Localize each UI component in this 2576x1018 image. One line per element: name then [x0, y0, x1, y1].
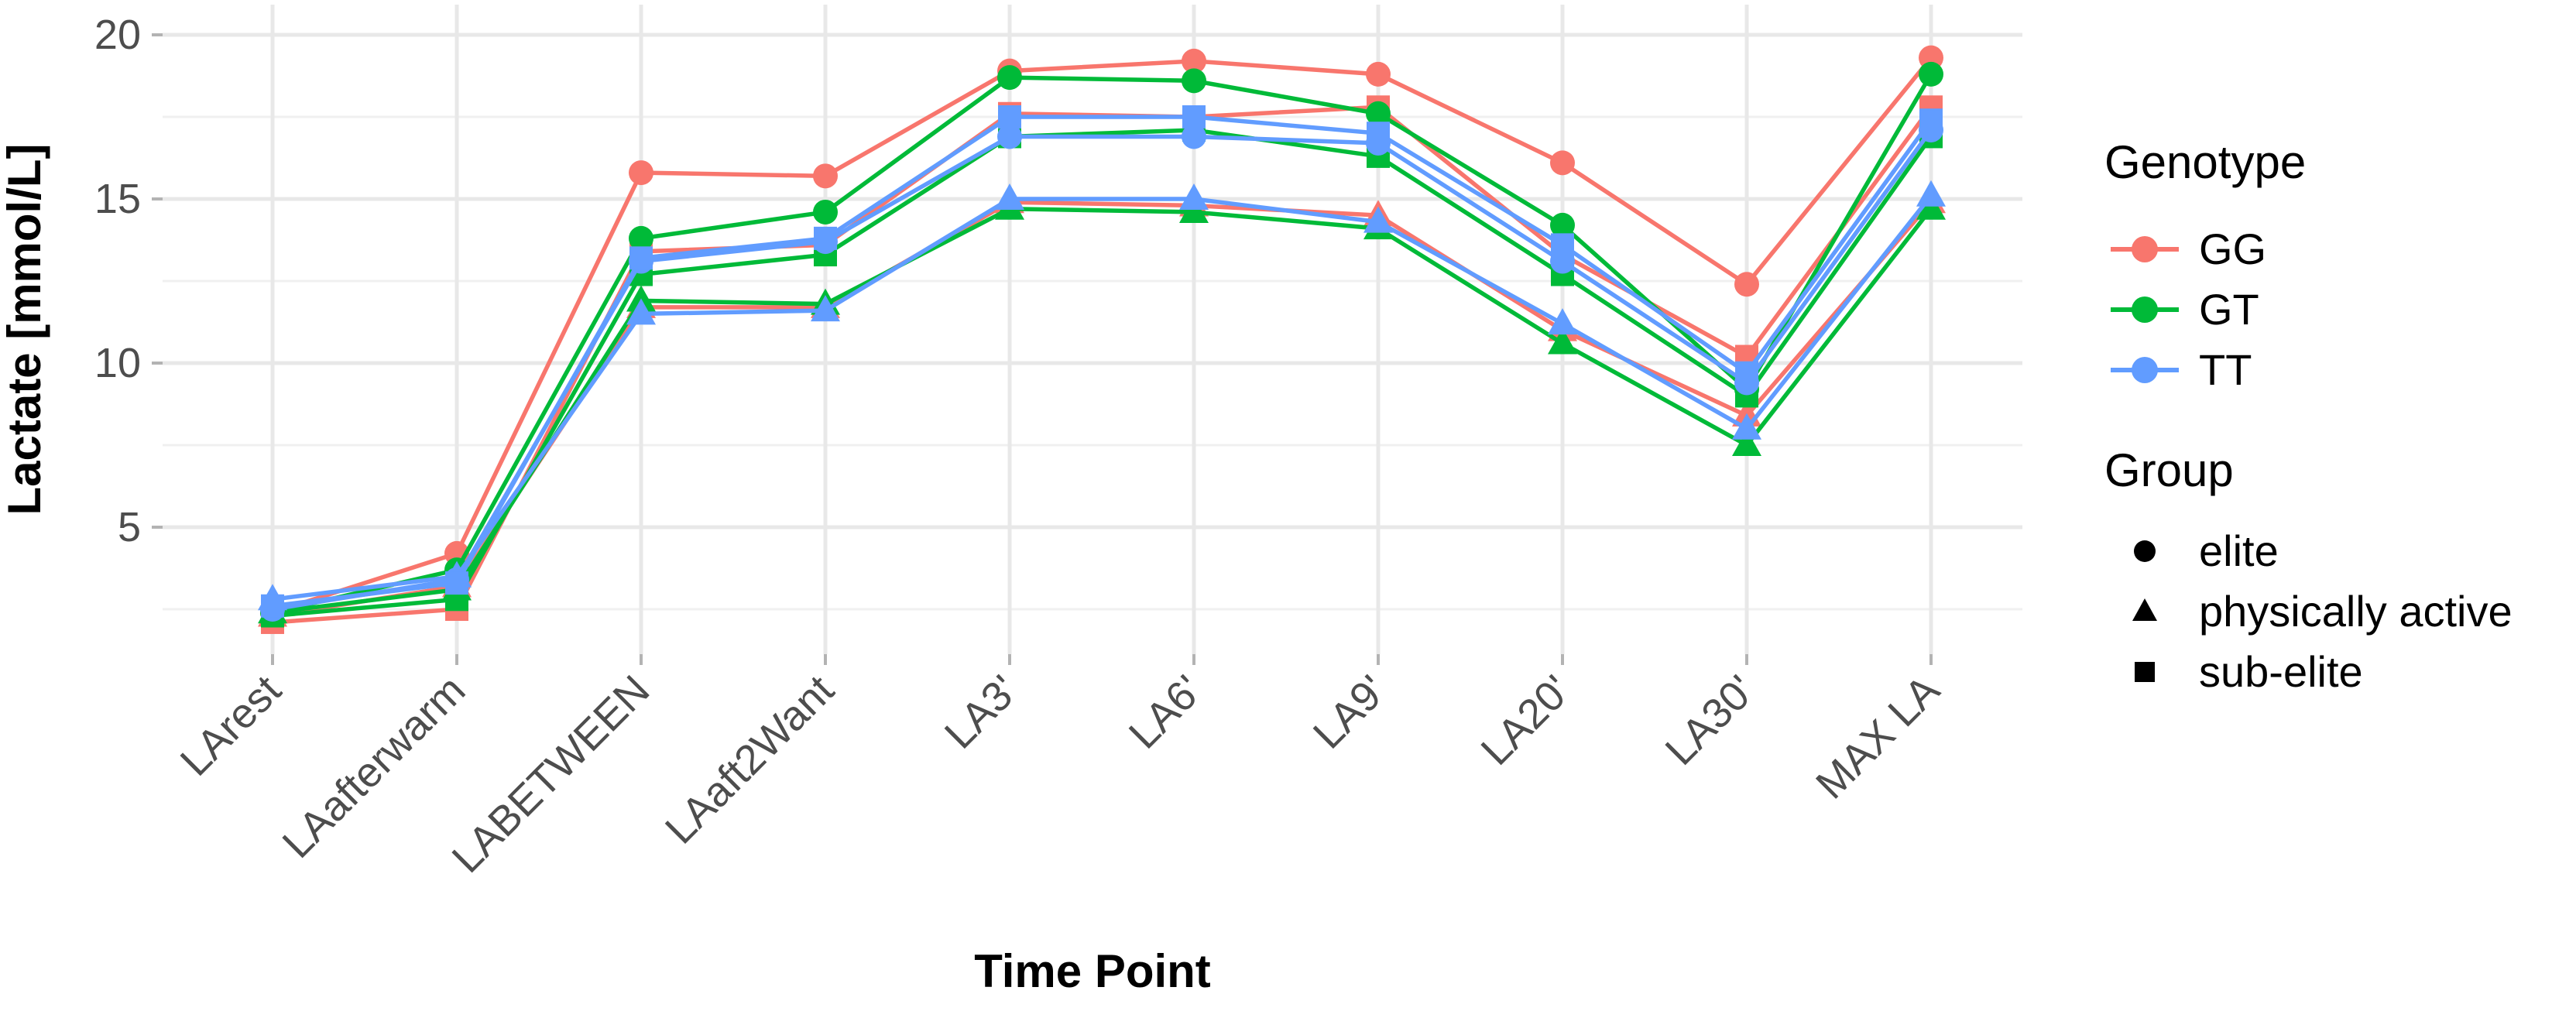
- x-axis-title: Time Point: [974, 945, 1211, 997]
- x-tick-label: LAafterwarm: [274, 667, 475, 867]
- data-point-triangle: [1548, 327, 1577, 355]
- legend-key-circle: [2132, 296, 2158, 323]
- series-line: [272, 206, 1933, 615]
- x-tick-label: LArest: [172, 667, 290, 785]
- legend-item-label: TT: [2199, 345, 2252, 394]
- data-point-circle: [1550, 212, 1575, 238]
- legend-item-physically-active: physically active: [2132, 587, 2513, 636]
- series-GT-sub-elite: [261, 118, 1943, 628]
- grid-layer: [163, 5, 2022, 654]
- data-point-circle: [1366, 101, 1391, 126]
- y-axis-title: Lactate [mmol/L]: [0, 143, 50, 515]
- data-point-circle: [1182, 48, 1206, 74]
- data-point-circle: [1550, 150, 1575, 176]
- data-point-square: [1182, 105, 1206, 129]
- data-point-circle: [1366, 61, 1391, 87]
- data-point-circle: [1182, 124, 1206, 149]
- data-point-circle: [1919, 61, 1943, 87]
- legend-item-sub-elite: sub-elite: [2135, 647, 2363, 696]
- legend-key-triangle-icon: [2132, 598, 2157, 621]
- data-point-circle: [1734, 272, 1759, 297]
- x-tick-label: MAX LA: [1807, 667, 1948, 807]
- data-point-circle: [997, 65, 1022, 91]
- data-point-triangle: [1363, 206, 1393, 233]
- data-point-triangle: [1732, 413, 1761, 440]
- legend-key-circle: [2132, 236, 2158, 262]
- data-point-square: [261, 594, 284, 618]
- legend-key-circle-icon: [2134, 540, 2156, 562]
- series-TT-sub-elite: [261, 105, 1943, 618]
- y-tick-label: 15: [94, 176, 141, 222]
- data-point-circle: [1182, 68, 1206, 94]
- data-point-circle: [813, 163, 838, 189]
- x-tick-label: LA9': [1305, 667, 1396, 758]
- legend-group: Group elite physically active sub-elite: [2104, 444, 2513, 696]
- data-point-square: [814, 226, 837, 250]
- data-point-triangle: [1548, 308, 1577, 335]
- data-point-circle: [997, 124, 1022, 149]
- series-GG-physically-active: [258, 187, 1946, 627]
- data-point-circle: [629, 160, 653, 186]
- y-tick-label: 5: [118, 504, 141, 550]
- data-point-triangle: [1732, 430, 1761, 456]
- y-axis-labels: 5 10 15 20: [94, 12, 141, 550]
- data-point-square: [445, 571, 468, 595]
- legend-key-square-icon: [2135, 662, 2155, 682]
- x-tick-label: LA3': [936, 667, 1027, 758]
- series-GT-elite: [260, 61, 1943, 626]
- x-tick-label: LAaft2Want: [657, 667, 843, 853]
- series-line: [272, 128, 1933, 619]
- data-point-square: [629, 246, 653, 270]
- legend-key-circle: [2132, 357, 2158, 383]
- data-point-triangle: [1179, 183, 1209, 210]
- series-line: [272, 115, 1933, 608]
- legend-item-TT: TT: [2111, 345, 2252, 394]
- x-tick-label: LA30': [1657, 667, 1765, 774]
- data-point-triangle: [995, 183, 1024, 210]
- x-tick-label: LABETWEEN: [444, 667, 659, 882]
- data-point-triangle: [811, 295, 840, 322]
- legend-item-label: elite: [2199, 526, 2279, 575]
- legend-item-GG: GG: [2111, 225, 2266, 273]
- x-tick-label: LA20': [1473, 667, 1580, 774]
- data-point-square: [998, 105, 1021, 129]
- data-point-square: [1919, 108, 1943, 132]
- legend-group-title: Group: [2104, 444, 2234, 496]
- legend-item-label: physically active: [2199, 587, 2513, 636]
- legend-item-label: sub-elite: [2199, 647, 2363, 696]
- legend-item-elite: elite: [2134, 526, 2279, 575]
- legend-genotype: Genotype GG GT TT: [2104, 136, 2306, 394]
- legend-item-GT: GT: [2111, 285, 2259, 334]
- series-TT-elite: [260, 117, 1943, 622]
- legend-item-label: GT: [2199, 285, 2259, 334]
- legend-genotype-title: Genotype: [2104, 136, 2306, 188]
- data-point-square: [1551, 233, 1574, 257]
- series-layer: [258, 45, 1946, 634]
- y-tick-label: 10: [94, 340, 141, 386]
- series-GT-physically-active: [258, 193, 1946, 624]
- series-line: [272, 73, 1933, 615]
- y-tick-label: 20: [94, 12, 141, 58]
- x-tick-label: LA6': [1120, 667, 1212, 758]
- data-point-square: [1735, 361, 1758, 385]
- data-point-triangle: [1916, 180, 1946, 207]
- data-point-circle: [813, 199, 838, 225]
- axis-ticks: [152, 33, 1933, 665]
- series-TT-physically-active: [258, 180, 1946, 611]
- data-point-triangle: [626, 298, 656, 325]
- data-point-circle: [629, 225, 653, 251]
- legend-item-label: GG: [2199, 225, 2266, 273]
- data-point-square: [1367, 122, 1390, 146]
- series-line: [272, 56, 1933, 615]
- series-line: [272, 194, 1933, 602]
